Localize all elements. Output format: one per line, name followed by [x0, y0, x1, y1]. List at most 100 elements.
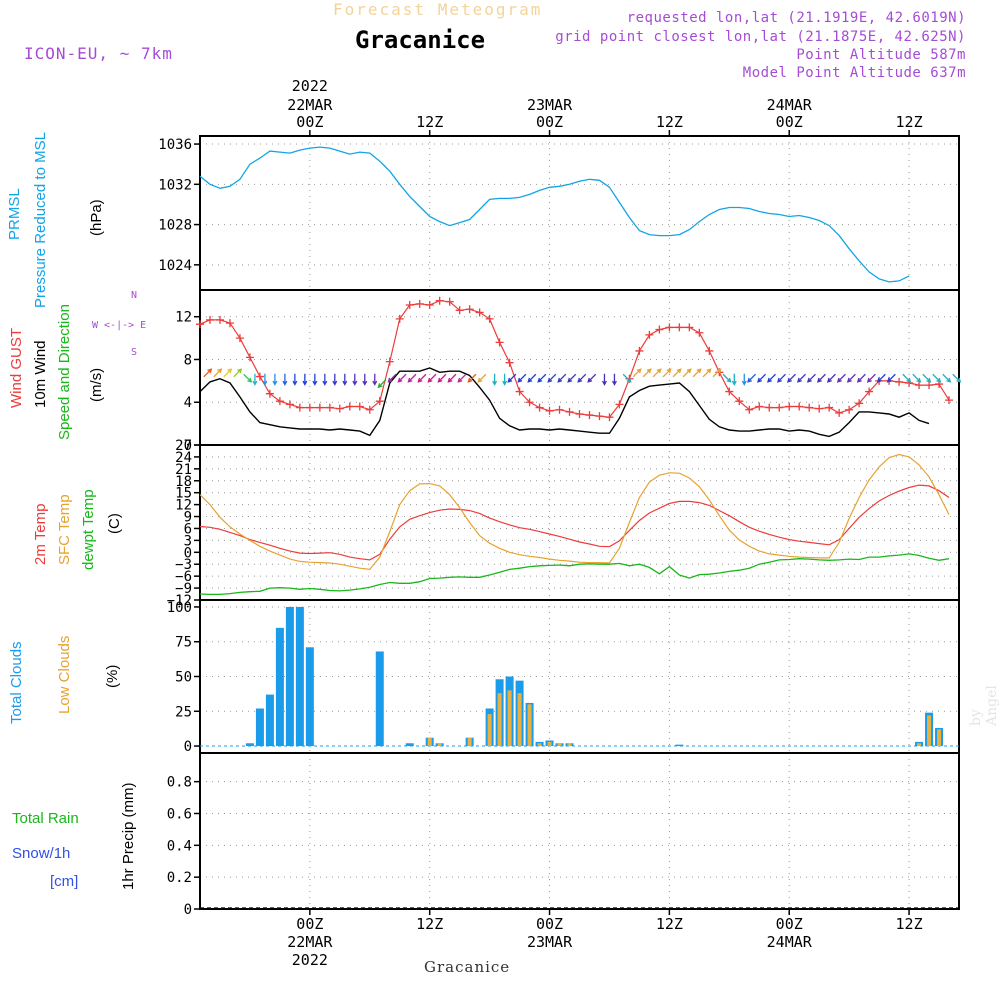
y-tick-label: 75 — [175, 635, 192, 651]
gust-marker — [745, 405, 754, 414]
wind-direction-arrow — [786, 373, 796, 383]
gust-marker — [645, 330, 654, 339]
dewpt-line — [199, 553, 950, 596]
total-cloud-bar — [295, 606, 304, 747]
wind-direction-arrow — [932, 373, 942, 383]
wind-direction-arrow — [806, 373, 816, 383]
y-tick-label: 3 — [184, 533, 192, 549]
wind-direction-arrow — [243, 373, 253, 383]
low-cloud-bar — [427, 737, 432, 747]
gust-marker — [945, 396, 954, 405]
wind10-line — [199, 367, 930, 438]
grid-point-coords: grid point closest lon,lat (21.1875E, 42… — [555, 29, 966, 45]
y-tick-label: 25 — [175, 704, 192, 720]
wind-direction-arrow — [377, 379, 387, 389]
wind-direction-arrow — [372, 373, 378, 386]
y-tick-label: 9 — [184, 510, 192, 526]
low-cloud-bar — [557, 743, 562, 747]
gust-marker — [695, 328, 704, 337]
point-altitude: Point Altitude 587m — [796, 47, 966, 63]
y-tick-label: 0.6 — [167, 806, 192, 822]
wind-direction-arrow — [437, 373, 447, 383]
location-title: Gracanice — [355, 26, 486, 54]
gust-marker — [795, 402, 804, 411]
y-tick-label: 1024 — [158, 258, 192, 274]
wind-direction-arrow — [203, 368, 213, 378]
wind-direction-arrow — [262, 373, 268, 386]
y-tick-label: 0.4 — [167, 838, 192, 854]
wind-direction-arrow — [527, 373, 537, 383]
model-label: ICON-EU, ~ 7km — [24, 44, 173, 63]
low-cloud-bar — [487, 714, 492, 747]
gust-marker — [765, 403, 774, 412]
gust-marker — [585, 411, 594, 420]
gust-marker — [525, 398, 534, 407]
sfc-temp-line — [199, 453, 950, 571]
gust-marker — [475, 308, 484, 317]
wind-direction-arrow — [447, 373, 457, 383]
y-tick-label: 8 — [184, 352, 192, 368]
gust-marker — [455, 306, 464, 315]
gust-marker — [615, 400, 624, 409]
x-tick-label-bottom: 00Z — [776, 915, 803, 933]
gust-marker — [485, 314, 494, 323]
compass-west-east: W <-|-> E — [92, 320, 147, 331]
gust-marker — [685, 323, 694, 332]
gust-marker — [505, 358, 514, 367]
y-tick-label: −9 — [175, 581, 192, 597]
gust-marker — [235, 334, 244, 343]
gust-marker — [655, 325, 664, 334]
x-tick-label-bottom: 00Z — [296, 915, 323, 933]
wind-direction-arrow — [652, 368, 662, 378]
gust-marker — [205, 315, 214, 324]
wind-direction-arrow — [886, 373, 896, 383]
wind-direction-arrow — [467, 373, 477, 383]
y-tick-label: 1032 — [158, 177, 192, 193]
x-tick-label-bottom: 24MAR — [767, 933, 813, 951]
y-tick-label: 21 — [175, 462, 192, 478]
y-tick-label: −3 — [175, 557, 192, 573]
y-tick-label: 12 — [175, 310, 192, 326]
wind-direction-arrow — [922, 373, 932, 383]
gust-marker — [895, 377, 904, 386]
y-tick-label: 0.2 — [167, 870, 192, 886]
gust-marker — [545, 406, 554, 415]
gust-marker — [295, 403, 304, 412]
wind-direction-arrow — [856, 373, 866, 383]
panel-frame — [199, 135, 960, 291]
x-tick-label-bottom: 12Z — [896, 915, 923, 933]
y-tick-label: 24 — [175, 450, 192, 466]
x-tick-label-top: 12Z — [656, 113, 683, 131]
gust-marker — [515, 387, 524, 396]
gust-marker — [225, 319, 234, 328]
low-cloud-bar — [507, 690, 512, 747]
wind-direction-arrow — [776, 373, 786, 383]
x-tick-label-bottom: 2022 — [292, 951, 328, 969]
x-tick-label-bottom: 23MAR — [527, 933, 573, 951]
x-tick-label-top: 00Z — [536, 113, 563, 131]
gust-marker — [855, 399, 864, 408]
wind-direction-arrow — [477, 373, 487, 383]
panel-frame — [199, 289, 960, 446]
gust-marker — [495, 338, 504, 347]
gust-marker — [825, 403, 834, 412]
wind-direction-arrow — [342, 373, 348, 386]
x-year-label-top: 2022 — [292, 77, 328, 95]
wind-direction-arrow — [611, 373, 617, 386]
gust-marker — [405, 300, 414, 309]
wind-direction-arrow — [302, 373, 308, 386]
gust-marker — [775, 403, 784, 412]
wind-direction-arrow — [632, 368, 642, 378]
wind-direction-arrow — [642, 368, 652, 378]
gust-marker — [755, 402, 764, 411]
wind-direction-arrow — [252, 373, 258, 386]
gust-marker — [925, 381, 934, 390]
wind-direction-arrow — [223, 368, 233, 378]
x-tick-label-top: 00Z — [296, 113, 323, 131]
wind-direction-arrow — [547, 373, 557, 383]
gust-marker — [725, 387, 734, 396]
gust-marker — [735, 397, 744, 406]
total-cloud-bar — [275, 627, 284, 747]
wind-direction-arrow — [952, 373, 962, 383]
low-cloud-bar — [917, 743, 922, 747]
